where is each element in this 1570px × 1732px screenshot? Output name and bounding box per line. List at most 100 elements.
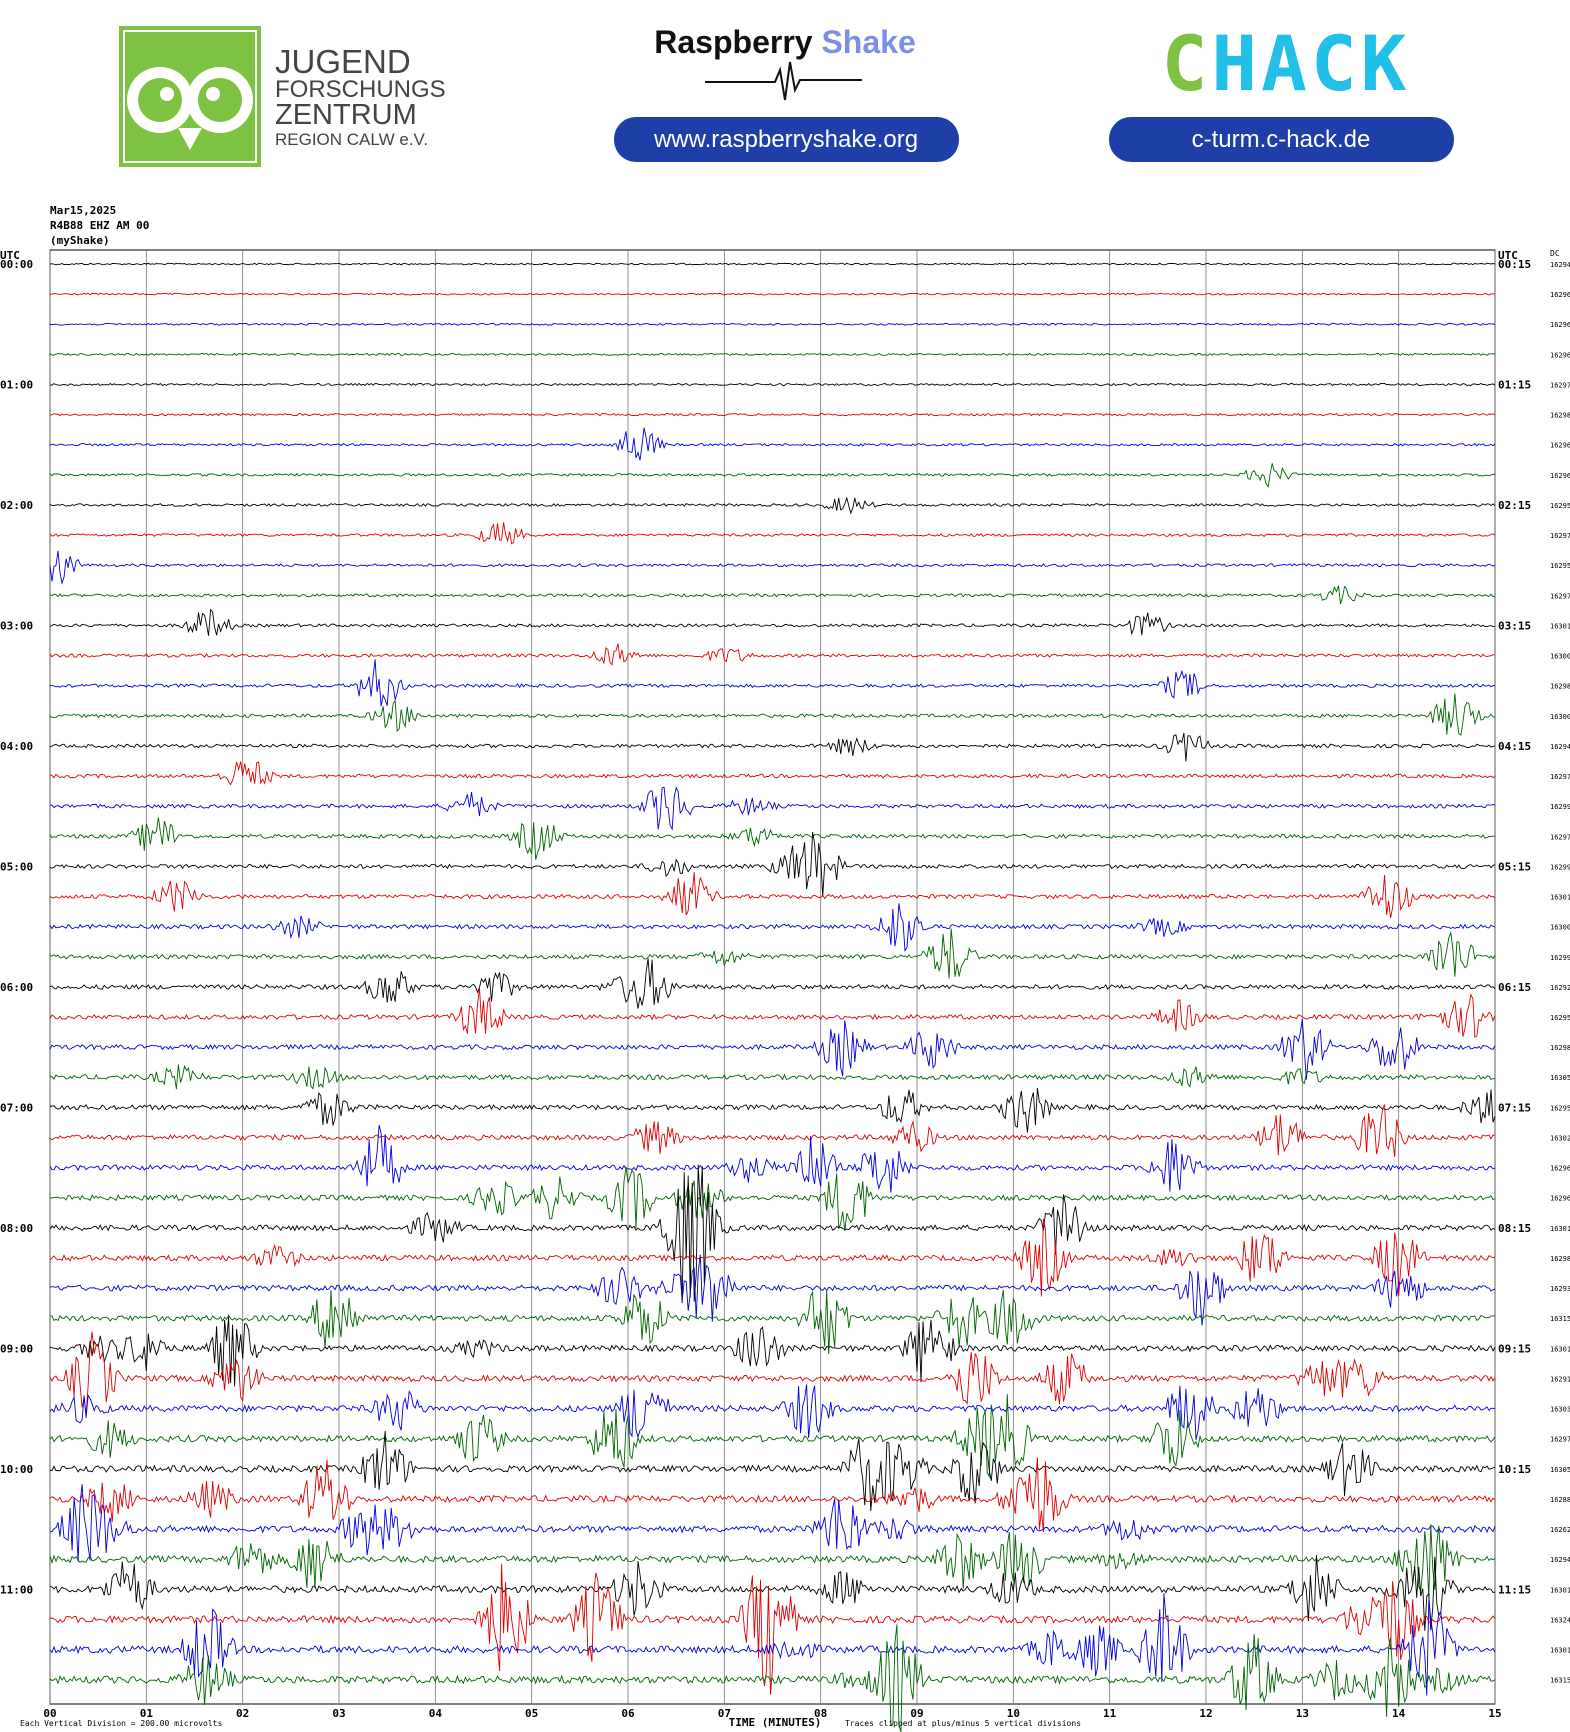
trace <box>49 958 1496 1009</box>
row-label-left: 06:00 <box>0 981 33 994</box>
x-tick-label: 10 <box>1007 1707 1020 1720</box>
x-tick-label: 12 <box>1199 1707 1212 1720</box>
x-axis-label: TIME (MINUTES) <box>729 1716 822 1729</box>
dc-value: 16301 <box>1550 1647 1570 1655</box>
x-tick-label: 04 <box>429 1707 443 1720</box>
dc-value: 16294 <box>1550 1556 1570 1564</box>
dc-value: 16298 <box>1550 683 1570 691</box>
rs-pill[interactable] <box>614 117 959 162</box>
x-tick-label: 06 <box>621 1707 635 1720</box>
dc-label: DC <box>1550 249 1560 258</box>
org-text: REGION CALW e.V. <box>275 130 428 149</box>
dc-value: 16296 <box>1550 351 1570 359</box>
trace <box>49 1624 1496 1732</box>
dc-value: 16297 <box>1550 592 1570 600</box>
dc-value: 16288 <box>1550 1496 1570 1504</box>
rs-wave <box>705 61 862 101</box>
chack-hack: HACK <box>1211 19 1410 108</box>
trace <box>49 1331 1496 1416</box>
trace <box>49 1218 1496 1297</box>
trace <box>49 659 1496 707</box>
dc-value: 16302 <box>1550 1134 1570 1142</box>
dc-value: 16295 <box>1550 562 1570 570</box>
row-label-left: 11:00 <box>0 1583 33 1596</box>
trace <box>49 322 1496 326</box>
trace <box>49 522 1496 545</box>
trace <box>49 761 1496 786</box>
chack-url[interactable]: c-turm.c-hack.de <box>1192 126 1371 153</box>
trace <box>49 427 1496 461</box>
x-tick-label: 07 <box>718 1707 731 1720</box>
trace <box>49 262 1496 266</box>
dc-value: 16291 <box>1550 1375 1570 1383</box>
dc-value: 16295 <box>1550 1014 1570 1022</box>
rs-url[interactable]: www.raspberryshake.org <box>653 126 918 153</box>
row-label-right: 10:15 <box>1498 1463 1531 1476</box>
trace <box>49 1064 1496 1090</box>
dc-value: 16293 <box>1550 1285 1570 1293</box>
trace <box>49 1457 1496 1532</box>
row-label-right: 01:15 <box>1498 378 1531 391</box>
trace <box>49 1524 1496 1599</box>
trace <box>49 1088 1496 1133</box>
dc-value: 16297 <box>1550 381 1570 389</box>
trace <box>49 693 1496 736</box>
dc-value: 16301 <box>1550 1225 1570 1233</box>
left-axis-label: UTC <box>0 249 20 262</box>
row-label-left: 08:00 <box>0 1222 33 1235</box>
trace <box>49 1124 1496 1193</box>
dc-value: 16292 <box>1550 984 1570 992</box>
dc-value: 16315 <box>1550 1315 1570 1323</box>
row-label-left: 09:00 <box>0 1342 33 1355</box>
dc-value: 16296 <box>1550 442 1570 450</box>
source: (myShake) <box>50 234 110 247</box>
trace <box>49 1555 1496 1631</box>
row-label-left: 02:00 <box>0 499 33 512</box>
trace <box>49 1563 1496 1695</box>
row-label-left: 10:00 <box>0 1463 33 1476</box>
chack-logo: CHACK <box>1162 19 1411 108</box>
dc-value: 16297 <box>1550 833 1570 841</box>
row-label-right: 07:15 <box>1498 1101 1531 1114</box>
chack-pill[interactable] <box>1109 117 1454 162</box>
dc-value: 16300 <box>1550 653 1570 661</box>
row-label-left: 01:00 <box>0 378 33 391</box>
dc-value: 16299 <box>1550 863 1570 871</box>
row-label-left: 05:00 <box>0 860 33 873</box>
trace <box>49 463 1496 488</box>
row-label-right: 08:15 <box>1498 1222 1531 1235</box>
dc-value: 16315 <box>1550 1677 1570 1685</box>
trace <box>50 786 1496 831</box>
row-label-right: 11:15 <box>1498 1583 1531 1596</box>
dc-value: 16305 <box>1550 1074 1570 1082</box>
dc-value: 16295 <box>1550 502 1570 510</box>
trace <box>49 1254 1496 1326</box>
row-label-right: 06:15 <box>1498 981 1531 994</box>
rs-word: Shake <box>821 24 915 60</box>
dc-value: 16299 <box>1550 954 1570 962</box>
trace <box>49 732 1496 762</box>
rs-word: Raspberry <box>654 24 813 60</box>
org-text: FORSCHUNGS <box>275 76 446 103</box>
dc-value: 16301 <box>1550 1586 1570 1594</box>
row-label-right: 05:15 <box>1498 860 1531 873</box>
rs-logo: Raspberry Shake <box>654 24 915 60</box>
trace <box>49 817 1496 860</box>
trace <box>49 496 1496 515</box>
dc-value: 16301 <box>1550 622 1570 630</box>
row-label-right: 04:15 <box>1498 740 1531 753</box>
trace <box>49 832 1496 897</box>
station: R4B88 EHZ AM 00 <box>50 219 149 232</box>
footnote: Each Vertical Division = 200.00 microvol… <box>20 1719 222 1728</box>
row-label-right: 00:15 <box>1498 258 1531 271</box>
dc-value: 16324 <box>1550 1616 1570 1624</box>
trace <box>49 643 1496 666</box>
dc-value: 16262 <box>1550 1526 1570 1534</box>
trace <box>49 1166 1496 1231</box>
dc-value: 16303 <box>1550 1406 1570 1414</box>
dc-value: 16296 <box>1550 1195 1570 1203</box>
dc-value: 16300 <box>1550 924 1570 932</box>
x-tick-label: 14 <box>1392 1707 1406 1720</box>
x-tick-label: 03 <box>332 1707 345 1720</box>
right-axis-label: UTC <box>1498 249 1518 262</box>
